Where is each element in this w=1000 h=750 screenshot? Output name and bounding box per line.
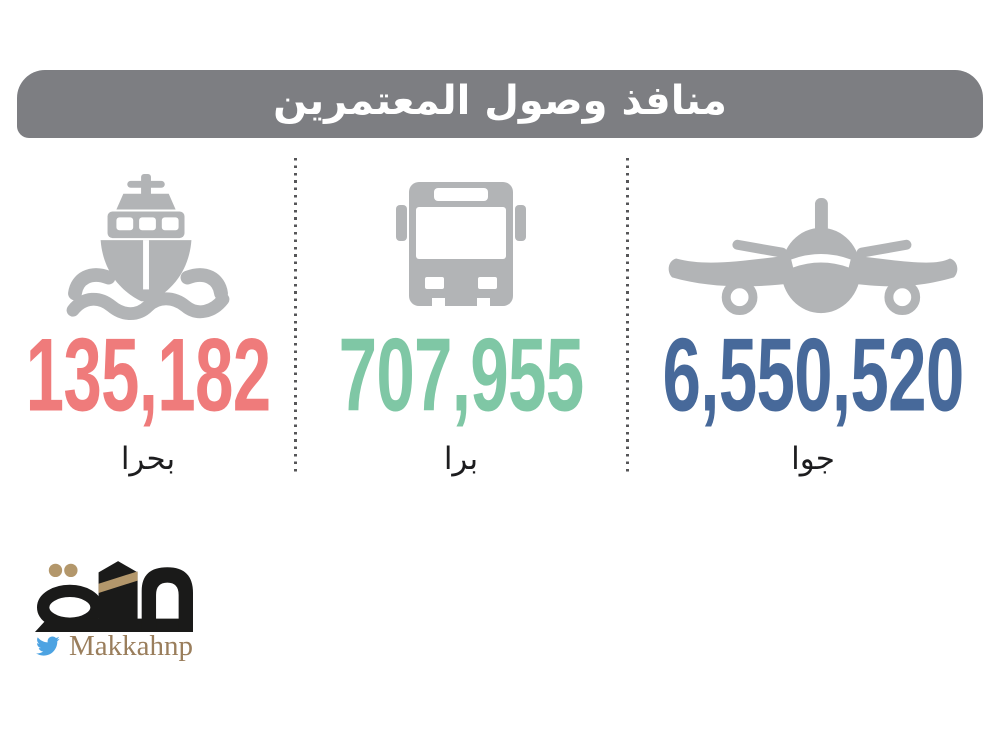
- brand-logo: مكة Makkahnp: [30, 556, 240, 661]
- ship-icon: [64, 158, 232, 324]
- dotted-divider-right: [626, 158, 629, 473]
- stat-label-land: برا: [443, 441, 479, 477]
- makkah-logo-icon: [34, 561, 193, 632]
- bus-icon: [396, 158, 526, 324]
- stat-label-sea: بحرا: [120, 441, 176, 477]
- title-bar: منافذ وصول المعتمرين: [17, 70, 983, 138]
- plane-icon: [664, 158, 962, 324]
- bus-icon-svg: [396, 182, 526, 322]
- ship-icon-svg: [66, 173, 230, 320]
- stat-sea: 135,182 بحرا: [0, 158, 296, 493]
- stats-row: 135,182 بحرا 707,955 برا: [0, 158, 1000, 493]
- stat-value-sea: 135,182: [25, 317, 272, 434]
- stat-air: 6,550,520 جوا: [626, 158, 1000, 493]
- plane-icon-svg: [668, 198, 958, 316]
- dotted-divider-left: [294, 158, 297, 473]
- twitter-handle-text: Makkahnp: [69, 630, 194, 662]
- stat-value-air: 6,550,520: [662, 317, 964, 434]
- stat-value-land: 707,955: [338, 317, 585, 434]
- stat-label-air: جوا: [791, 441, 835, 477]
- stat-land: 707,955 برا: [296, 158, 626, 493]
- twitter-handle[interactable]: Makkahnp: [36, 632, 193, 661]
- twitter-icon: [36, 635, 60, 656]
- page-title: منافذ وصول المعتمرين: [273, 78, 727, 124]
